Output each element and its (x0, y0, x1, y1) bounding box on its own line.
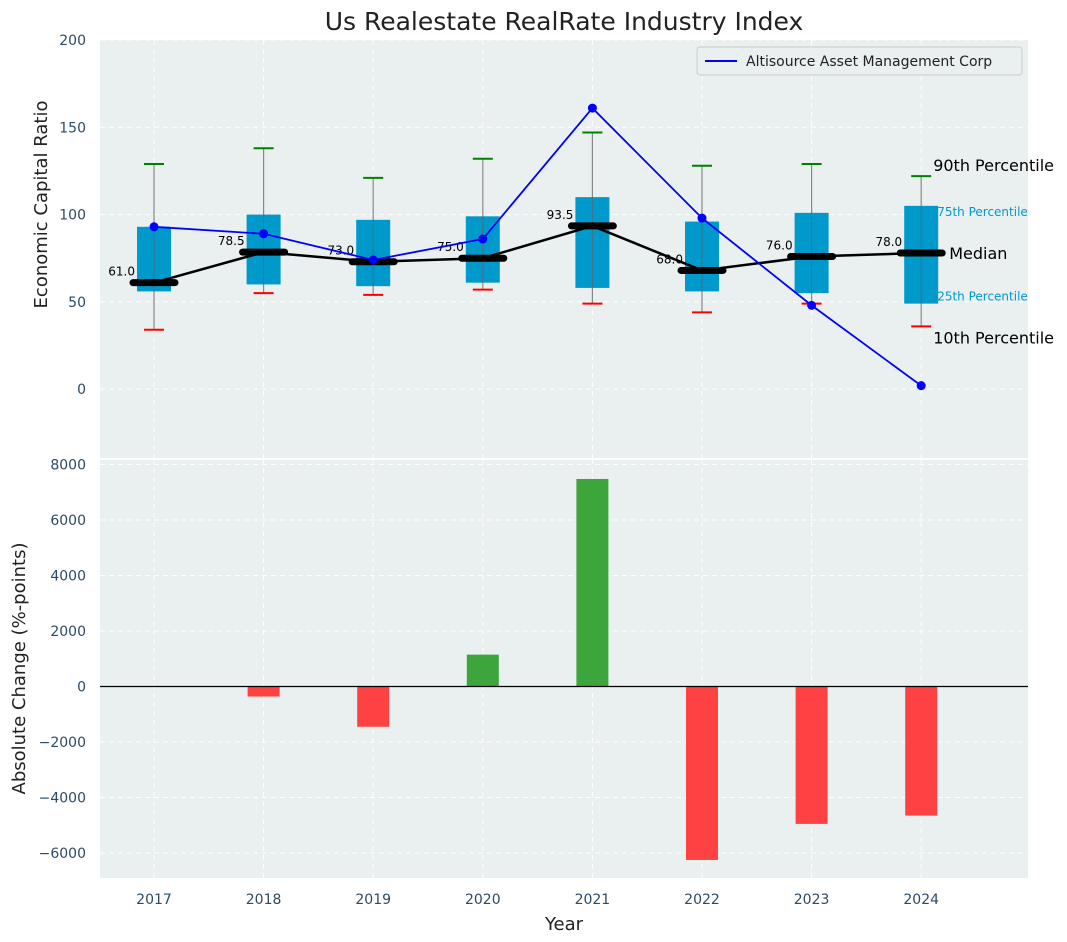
bottom-y-tick-label: −2000 (39, 735, 86, 751)
top-y-tick-label: 200 (59, 33, 86, 49)
bottom-y-tick-label: 8000 (50, 458, 86, 474)
company-series-point (149, 222, 159, 232)
annotation-p25: 25th Percentile (937, 290, 1028, 304)
bottom-y-tick-label: 4000 (50, 569, 86, 585)
change-bar (795, 686, 828, 824)
bottom-y-tick-label: −6000 (39, 846, 86, 862)
bottom-y-tick-label: −4000 (39, 791, 86, 807)
median-value-label: 68.0 (656, 252, 683, 266)
top-y-tick-label: 50 (68, 295, 86, 311)
change-bar (576, 478, 609, 687)
change-bar (247, 686, 280, 697)
company-series-point (368, 255, 378, 265)
x-tick-label: 2021 (575, 892, 611, 908)
bottom-y-tick-label: 0 (77, 680, 86, 696)
change-bar (686, 686, 718, 860)
top-y-axis-title: Economic Capital Ratio (31, 101, 52, 309)
top-y-tick-label: 100 (59, 208, 86, 224)
bottom-y-axis-title: Absolute Change (%-points) (9, 543, 30, 795)
legend-label: Altisource Asset Management Corp (746, 54, 992, 70)
change-bar (357, 686, 390, 727)
annotation-p75: 75th Percentile (937, 205, 1028, 219)
x-tick-label: 2019 (355, 892, 391, 908)
company-series-point (259, 229, 269, 239)
bottom-y-tick-label: 6000 (50, 513, 86, 529)
median-value-label: 76.0 (766, 238, 793, 252)
median-value-label: 93.5 (547, 208, 574, 222)
x-tick-label: 2018 (246, 892, 282, 908)
median-value-label: 61.0 (108, 265, 135, 279)
company-series-point (916, 381, 926, 391)
change-bar (466, 654, 499, 687)
top-y-tick-label: 0 (77, 382, 86, 398)
x-tick-label: 2023 (794, 892, 830, 908)
legend-box (696, 46, 1023, 76)
company-series-point (807, 300, 817, 310)
company-series-line (153, 106, 922, 387)
bottom-y-tick-label: 2000 (50, 624, 86, 640)
annotation-p90: 90th Percentile (933, 156, 1054, 175)
median-value-label: 78.5 (218, 234, 245, 248)
company-series-point (478, 234, 488, 244)
x-tick-label: 2020 (465, 892, 501, 908)
x-tick-label: 2017 (136, 892, 172, 908)
chart-title: Us Realestate RealRate Industry Index (325, 7, 804, 36)
x-axis-title: Year (544, 914, 584, 935)
change-bar (905, 686, 938, 816)
annotation-p10: 10th Percentile (933, 328, 1054, 347)
top-plot-background (100, 40, 1028, 459)
x-tick-label: 2022 (684, 892, 720, 908)
x-tick-label: 2024 (903, 892, 939, 908)
company-series-point (697, 213, 707, 223)
bottom-plot-background (100, 459, 1028, 878)
annotation-median: Median (949, 244, 1007, 263)
median-value-label: 78.0 (875, 235, 902, 249)
company-series-point (587, 103, 597, 113)
top-y-tick-label: 150 (59, 120, 86, 136)
